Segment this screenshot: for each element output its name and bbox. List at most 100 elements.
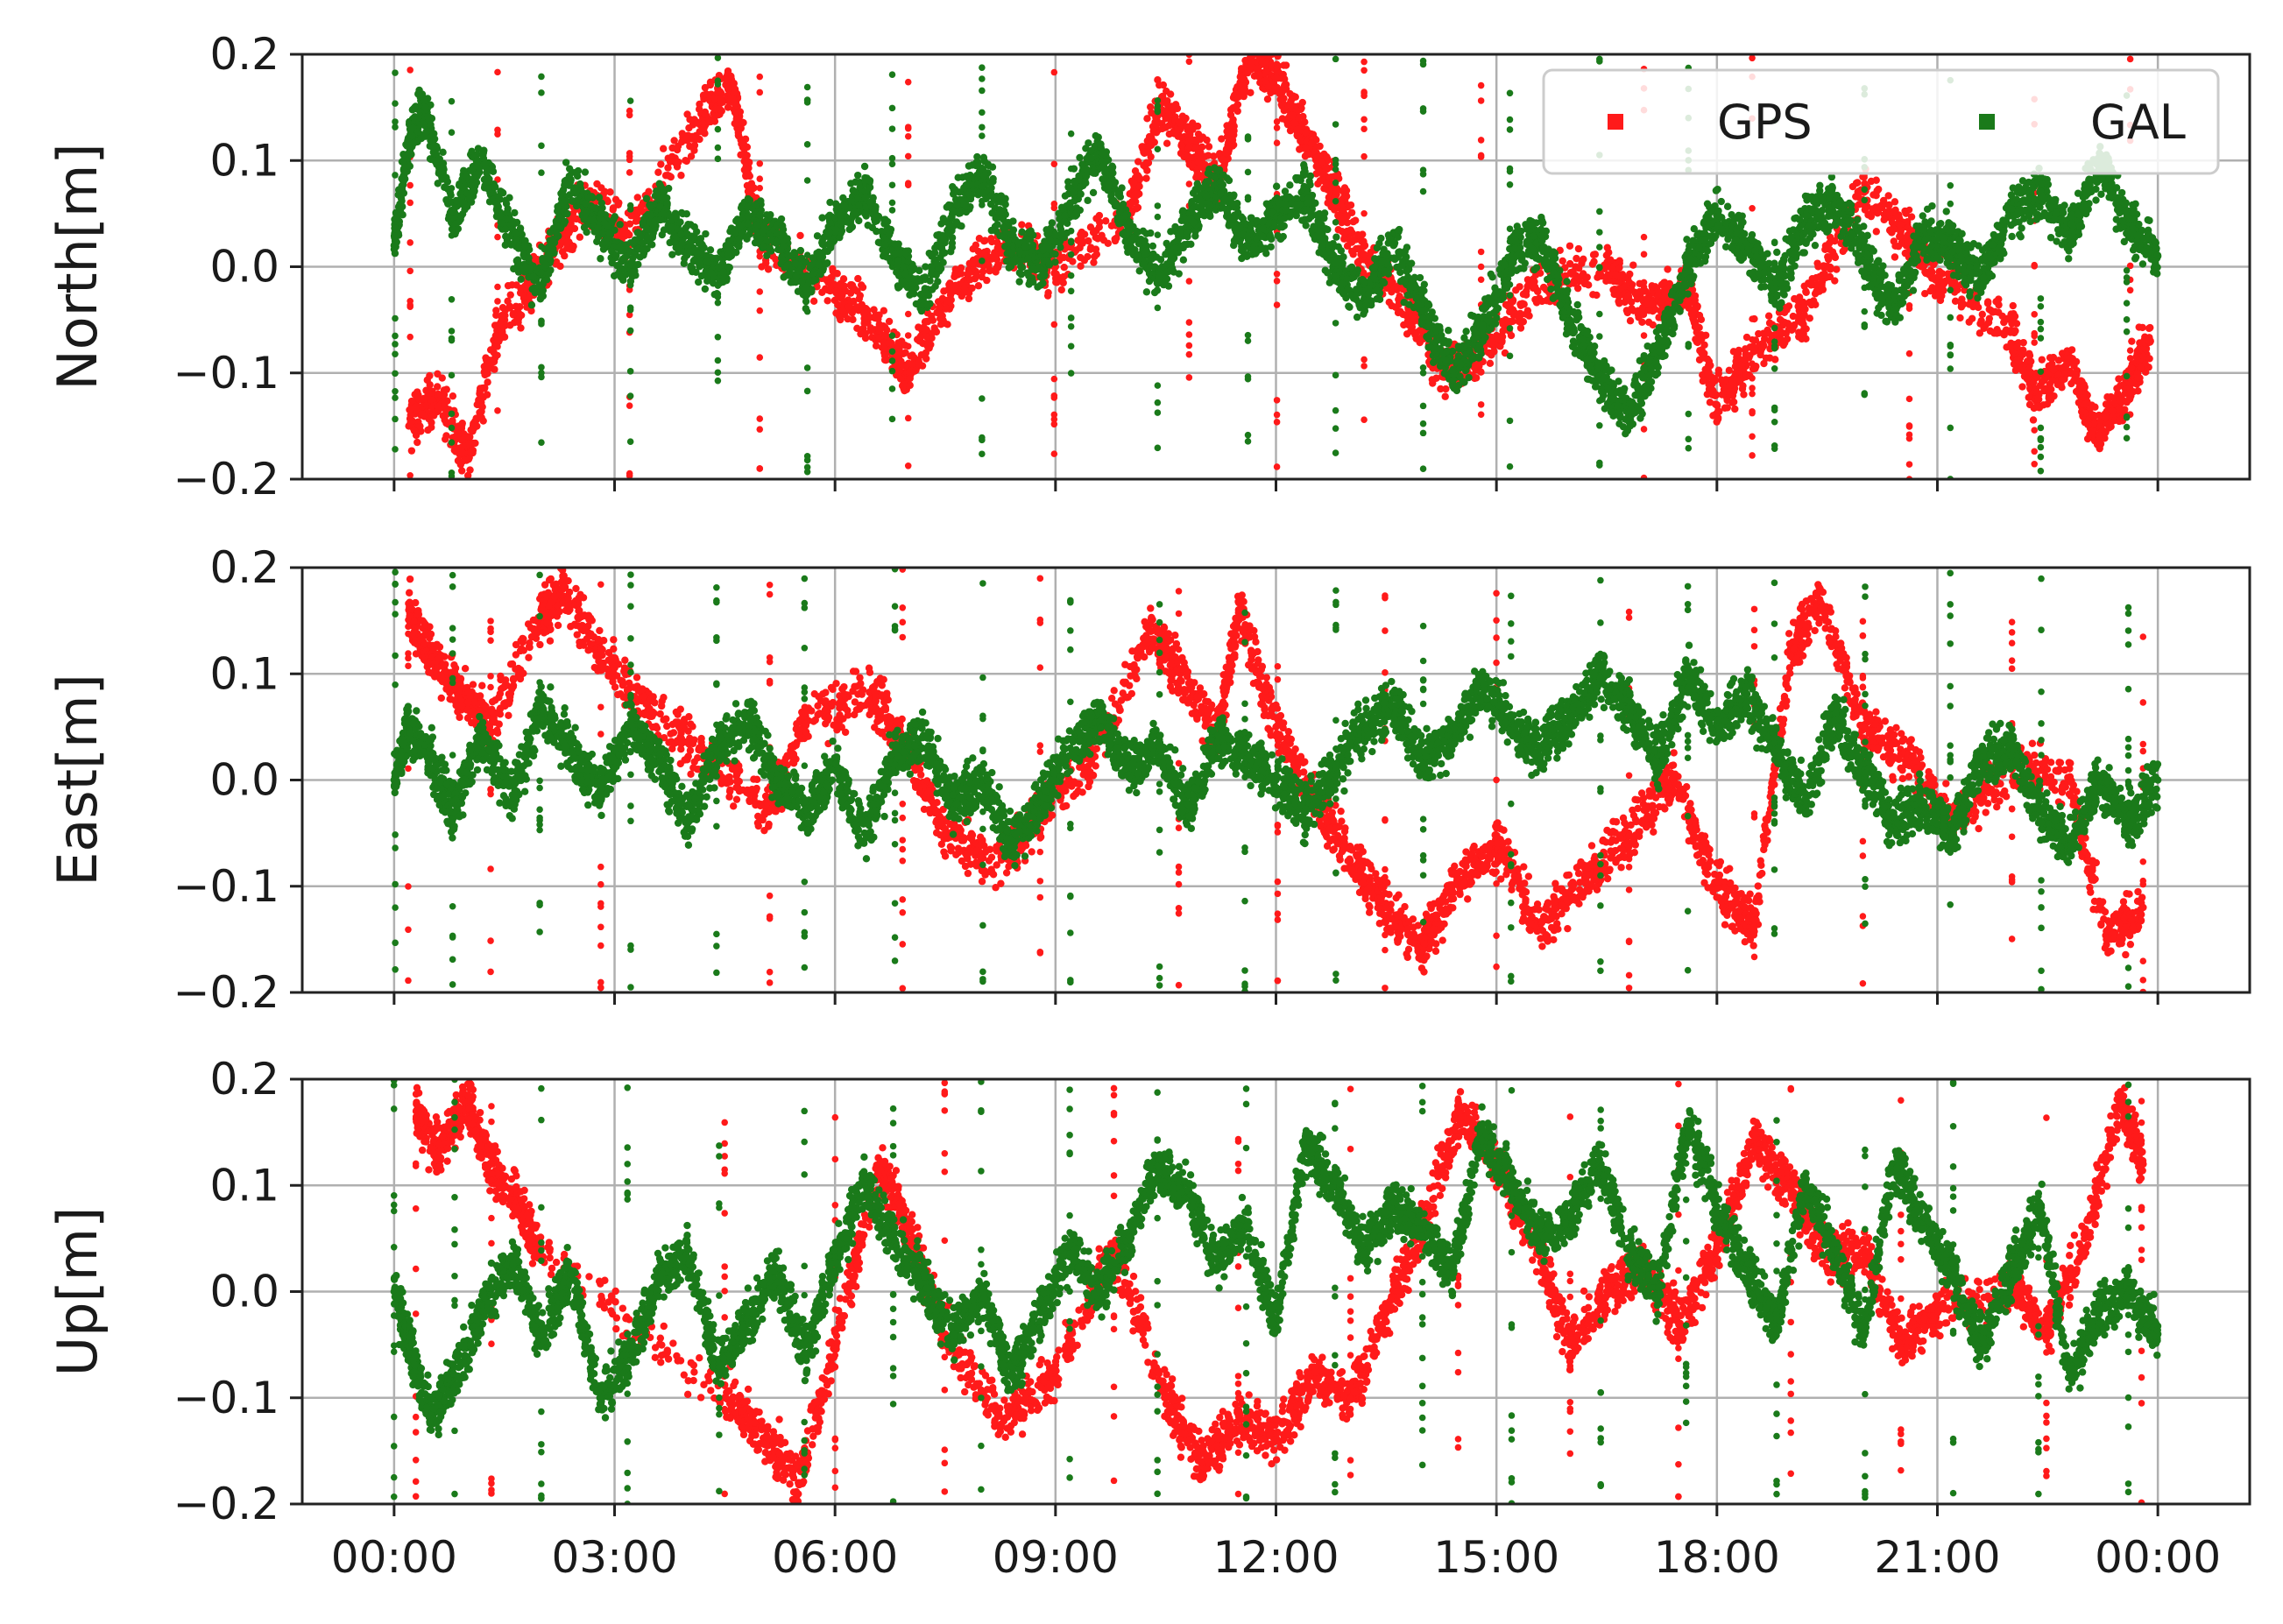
gps-point	[1218, 135, 1225, 142]
gps-point	[1926, 287, 1933, 294]
gal-point	[515, 244, 522, 251]
gps-point	[858, 281, 865, 288]
gps-point	[2096, 445, 2103, 452]
gps-point	[1749, 385, 1756, 392]
gps-point	[435, 406, 442, 413]
gps-point	[406, 182, 413, 189]
gps-point	[1147, 142, 1154, 149]
gps-point	[922, 326, 929, 333]
gal-point	[495, 193, 502, 200]
gps-point	[494, 338, 501, 345]
gps-point	[976, 235, 983, 242]
gps-point	[1714, 407, 1721, 414]
gal-point	[582, 168, 589, 175]
gps-point	[1749, 336, 1756, 343]
gps-point	[1629, 261, 1636, 268]
gps-point	[2084, 421, 2091, 428]
gps-point	[1822, 242, 1829, 249]
gps-point	[1749, 452, 1756, 459]
gps-point	[940, 287, 947, 294]
gps-point	[1280, 61, 1287, 68]
gps-point	[406, 239, 413, 246]
gps-point	[1530, 278, 1537, 285]
gps-point	[1352, 216, 1359, 223]
gps-point	[756, 185, 763, 192]
gps-point	[1731, 406, 1738, 413]
gps-point	[1077, 254, 1084, 261]
gps-point	[702, 110, 709, 117]
gps-point	[2136, 323, 2143, 330]
gps-point	[1627, 317, 1634, 324]
gps-point	[1163, 140, 1170, 147]
gal-point	[586, 216, 593, 223]
gps-point	[1790, 313, 1797, 320]
gps-point	[1051, 376, 1058, 383]
gps-point	[2088, 411, 2095, 418]
gps-point	[707, 118, 714, 125]
gps-point	[1651, 283, 1658, 290]
gps-point	[756, 415, 763, 422]
gps-point	[837, 316, 844, 323]
gps-point	[406, 334, 413, 341]
gps-point	[1585, 281, 1592, 288]
gps-point	[1813, 274, 1820, 281]
gal-point	[409, 124, 416, 131]
gps-point	[1361, 59, 1368, 66]
gps-point	[1222, 149, 1229, 156]
gps-point	[1559, 258, 1566, 265]
gal-point	[518, 276, 525, 283]
gal-point	[530, 273, 537, 280]
gps-point	[1966, 300, 1973, 307]
gal-point	[422, 129, 429, 136]
gal-point	[563, 210, 570, 217]
gps-point	[832, 309, 839, 316]
gps-point	[1167, 90, 1174, 97]
gps-point	[1274, 139, 1281, 146]
gps-point	[1538, 298, 1545, 305]
gps-point	[1130, 180, 1137, 187]
gps-point	[424, 377, 431, 384]
gps-point	[2089, 427, 2096, 434]
gps-point	[1274, 124, 1281, 131]
gal-point	[572, 189, 579, 196]
gps-point	[966, 276, 973, 283]
gps-point	[1739, 385, 1746, 392]
gps-point	[481, 385, 488, 392]
gal-point	[392, 225, 399, 232]
gps-point	[1590, 251, 1597, 258]
gps-point	[2070, 363, 2077, 370]
gps-point	[951, 273, 958, 280]
gps-point	[1113, 235, 1120, 242]
gps-point	[1626, 271, 1633, 278]
gps-point	[491, 358, 498, 365]
gps-point	[1281, 107, 1288, 114]
gps-point	[1240, 75, 1248, 82]
gps-point	[1749, 205, 1756, 212]
gal-point	[415, 87, 422, 94]
gps-point	[1993, 329, 2000, 336]
gps-point	[2067, 354, 2074, 361]
gps-point	[2031, 461, 2038, 468]
gps-point	[2146, 324, 2153, 331]
gps-point	[2077, 377, 2084, 384]
gps-point	[1162, 124, 1169, 131]
gps-point	[1186, 144, 1193, 151]
gps-point	[1189, 119, 1196, 126]
gal-point	[540, 293, 547, 300]
gps-point	[494, 321, 501, 328]
gps-point	[1178, 142, 1185, 149]
gal-point	[569, 198, 576, 205]
gal-point	[483, 178, 490, 185]
gps-point	[1134, 158, 1142, 165]
gps-point	[683, 110, 690, 117]
gps-point	[406, 67, 413, 74]
gps-point	[906, 368, 913, 375]
gps-point	[1102, 217, 1109, 224]
gps-point	[418, 410, 425, 417]
gal-point	[491, 183, 498, 190]
gps-point	[916, 333, 923, 340]
gps-point	[1825, 256, 1832, 263]
gps-point	[1018, 221, 1025, 228]
gps-point	[937, 314, 944, 321]
gps-point	[458, 444, 465, 451]
